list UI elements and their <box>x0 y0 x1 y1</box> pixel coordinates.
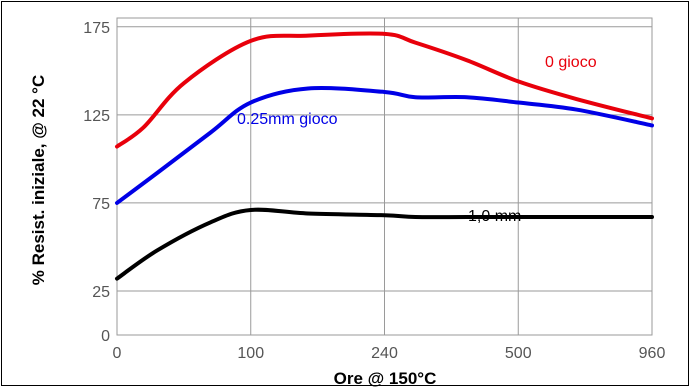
y-tick-label: 0 <box>101 328 110 345</box>
x-tick-label: 500 <box>505 345 532 362</box>
y-tick-label: 25 <box>92 284 110 301</box>
x-tick-label: 0 <box>113 345 122 362</box>
series-0-gioco-label: 0 gioco <box>545 54 597 71</box>
x-tick-label: 100 <box>237 345 264 362</box>
x-tick-label: 240 <box>371 345 398 362</box>
series-1-0-mm-line <box>115 207 654 281</box>
series-1-0-mm-label: 1,0 mm <box>468 208 521 225</box>
series-0-gioco-line <box>115 31 654 149</box>
x-tick-label: 960 <box>639 345 666 362</box>
series-group <box>115 31 654 281</box>
y-axis-title: % Resist. iniziale, @ 22 °C <box>29 75 48 285</box>
y-tick-label: 125 <box>83 108 110 125</box>
plot-area <box>116 17 653 336</box>
series-025mm-gioco-line <box>115 86 654 205</box>
tick-labels: 0 25 75 125 175 0 100 240 500 960 <box>83 20 665 362</box>
x-axis-title: Ore @ 150°C <box>334 369 437 388</box>
series-025mm-gioco-label: 0.25mm gioco <box>237 111 338 128</box>
series-labels: 0 gioco 0.25mm gioco 1,0 mm <box>237 54 597 225</box>
y-tick-label: 175 <box>83 20 110 37</box>
y-tick-label: 75 <box>92 196 110 213</box>
plot-border <box>116 17 653 336</box>
